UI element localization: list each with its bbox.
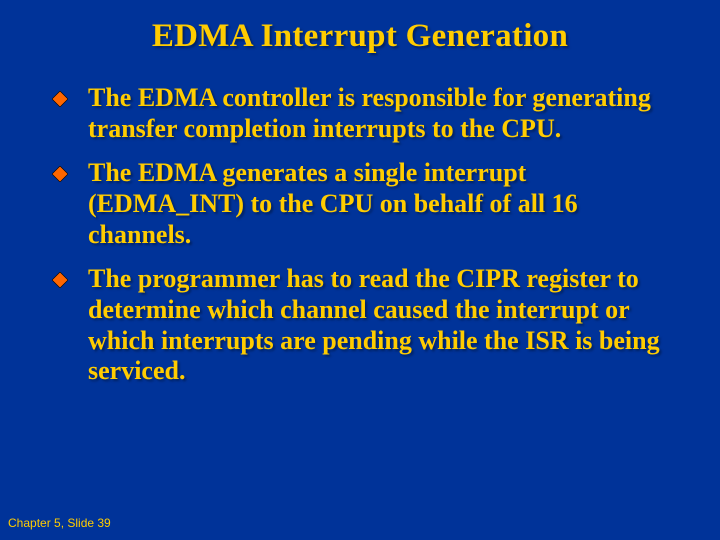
bullet-text: The programmer has to read the CIPR regi… <box>88 264 678 387</box>
slide-title: EDMA Interrupt Generation <box>42 18 678 55</box>
bullet-item: The EDMA controller is responsible for g… <box>52 83 678 144</box>
bullet-item: The EDMA generates a single interrupt (E… <box>52 158 678 250</box>
diamond-icon <box>52 272 68 288</box>
bullet-text: The EDMA controller is responsible for g… <box>88 83 678 144</box>
slide-footer: Chapter 5, Slide 39 <box>8 516 111 530</box>
bullet-item: The programmer has to read the CIPR regi… <box>52 264 678 387</box>
bullet-text: The EDMA generates a single interrupt (E… <box>88 158 678 250</box>
diamond-icon <box>52 166 68 182</box>
diamond-icon <box>52 91 68 107</box>
slide-container: EDMA Interrupt Generation The EDMA contr… <box>0 0 720 540</box>
bullet-list: The EDMA controller is responsible for g… <box>42 83 678 387</box>
